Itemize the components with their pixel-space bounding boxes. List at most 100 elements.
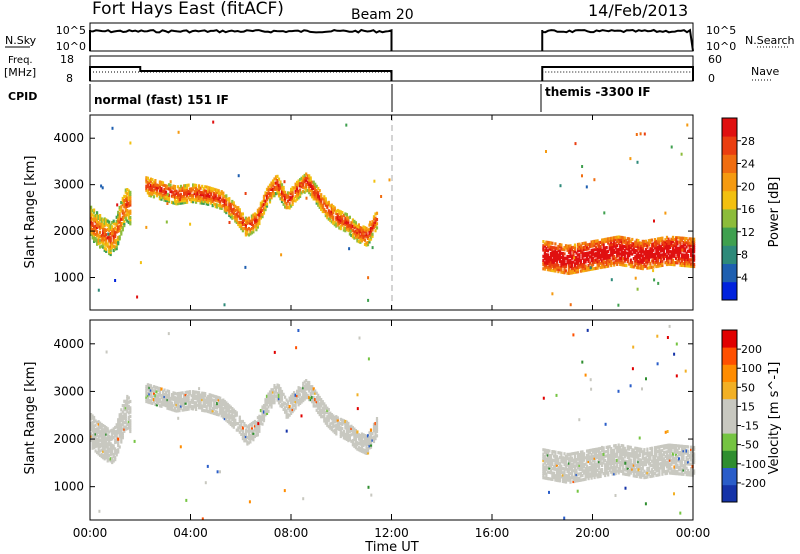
- velocity-echo-cell: [653, 459, 656, 463]
- power-echo-cell: [148, 181, 151, 185]
- power-echo-cell: [312, 193, 315, 197]
- velocity-echo-cell: [102, 443, 105, 447]
- power-echo-cell: [650, 259, 653, 263]
- velocity-echo-cell: [682, 464, 685, 468]
- power-echo-cell: [670, 262, 673, 266]
- power-echo-cell: [555, 255, 558, 259]
- power-echo-cell: [617, 254, 620, 258]
- power-echo-cell: [572, 260, 575, 264]
- velocity-echo-cell: [118, 419, 121, 423]
- power-echo-cell: [575, 270, 578, 274]
- power-echo-cell: [653, 242, 656, 246]
- power-echo-cell: [685, 253, 688, 257]
- velocity-echo-cell: [605, 454, 608, 458]
- power-echo-cell: [626, 253, 629, 257]
- velocity-echo-cell: [665, 452, 669, 456]
- power-echo-cell: [664, 244, 667, 248]
- velocity-echo-cell: [247, 437, 250, 441]
- velocity-echo-cell: [592, 465, 595, 469]
- velocity-echo-cell: [148, 385, 151, 390]
- power-echo-cell: [616, 239, 619, 243]
- velocity-echo-cell: [625, 451, 628, 455]
- power-echo-cell: [554, 267, 557, 271]
- velocity-echo-cell: [641, 465, 644, 469]
- power-echo-cell: [605, 246, 608, 250]
- power-echo-cell: [93, 208, 96, 212]
- power-echo-cell: [96, 219, 99, 223]
- power-echo-cell: [345, 213, 348, 217]
- power-echo-cell: [107, 232, 110, 236]
- power-echo-cell: [173, 201, 177, 205]
- power-echo-cell: [570, 264, 574, 269]
- velocity-echo-cell: [675, 374, 678, 378]
- velocity-echo-cell: [632, 474, 635, 478]
- power-echo-cell: [589, 244, 592, 249]
- power-echo-cell: [96, 223, 99, 227]
- power-echo-cell: [169, 185, 172, 189]
- power-echo-cell: [291, 200, 294, 204]
- power-echo-cell: [317, 199, 320, 203]
- power-echo-cell: [640, 254, 643, 258]
- power-echo-cell: [632, 248, 635, 252]
- power-echo-cell: [96, 230, 99, 234]
- power-echo-cell: [240, 224, 243, 229]
- power-echo-cell: [649, 253, 652, 257]
- power-echo-cell: [573, 266, 577, 270]
- velocity-echo-cell: [644, 462, 647, 467]
- velocity-echo-cell: [614, 467, 617, 471]
- velocity-echo-cell: [126, 394, 129, 399]
- velocity-echo-cell: [360, 449, 363, 453]
- power-echo-cell: [693, 256, 696, 260]
- velocity-echo-cell: [575, 479, 578, 483]
- power-echo-cell: [653, 263, 656, 267]
- power-echo-cell: [366, 228, 370, 232]
- velocity-echo-cell: [566, 452, 569, 456]
- power-echo-cell: [576, 270, 580, 274]
- velocity-echo-cell: [583, 465, 586, 469]
- power-echo-cell: [557, 265, 560, 269]
- power-echo-cell: [210, 193, 213, 197]
- date-title: 14/Feb/2013: [588, 1, 688, 20]
- velocity-echo-cell: [217, 404, 220, 408]
- power-echo-cell: [238, 208, 241, 212]
- velocity-echo-cell: [646, 471, 649, 475]
- power-echo-cell: [607, 239, 610, 243]
- velocity-echo-cell: [628, 454, 631, 458]
- velocity-echo-cell: [552, 473, 555, 477]
- power-echo-cell: [271, 181, 275, 185]
- velocity-echo-cell: [566, 476, 569, 480]
- velocity-echo-cell: [290, 401, 293, 405]
- velocity-echo-cell: [314, 389, 317, 393]
- velocity-echo-cell: [96, 431, 99, 435]
- power-echo-cell: [105, 239, 108, 243]
- power-echo-cell: [360, 228, 363, 233]
- velocity-echo-cell: [129, 399, 132, 404]
- power-echo-cell: [335, 224, 338, 228]
- velocity-echo-cell: [106, 450, 109, 454]
- velocity-echo-cell: [667, 467, 670, 471]
- velocity-echo-cell: [359, 438, 362, 442]
- velocity-echo-cell: [268, 392, 272, 396]
- power-echo-cell: [149, 177, 152, 181]
- velocity-echo-cell: [555, 463, 558, 467]
- power-echo-cell: [664, 240, 667, 244]
- velocity-echo-cell: [339, 426, 342, 430]
- power-echo-cell: [586, 268, 589, 272]
- power-echo-cell: [595, 258, 598, 262]
- power-echo-cell: [641, 250, 644, 254]
- power-echo-cell: [318, 205, 321, 209]
- power-echo-cell: [308, 180, 311, 184]
- velocity-echo-cell: [231, 417, 234, 421]
- velocity-echo-cell: [234, 422, 237, 426]
- power-echo-cell: [91, 232, 94, 236]
- velocity-echo-cell: [320, 413, 323, 417]
- power-echo-cell: [297, 181, 300, 185]
- velocity-echo-cell: [640, 473, 643, 477]
- velocity-echo-cell: [653, 465, 656, 469]
- power-echo-cell: [599, 245, 602, 249]
- power-echo-cell: [649, 251, 652, 255]
- velocity-echo-cell: [344, 432, 347, 436]
- velocity-echo-cell: [297, 399, 300, 403]
- power-echo-cell: [247, 218, 250, 222]
- power-echo-cell: [163, 188, 166, 192]
